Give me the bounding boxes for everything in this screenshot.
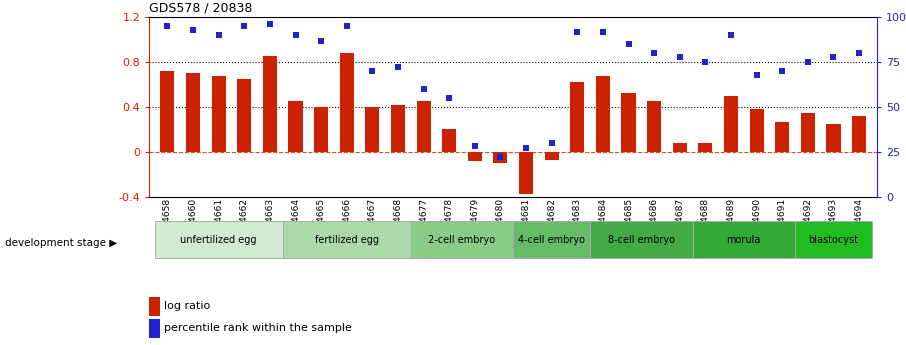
Text: blastocyst: blastocyst	[808, 235, 859, 245]
Point	[852, 50, 866, 56]
Point	[775, 68, 789, 74]
Point	[699, 59, 713, 65]
Point	[186, 27, 200, 32]
Text: 4-cell embryo: 4-cell embryo	[518, 235, 585, 245]
Bar	[749, 109, 764, 152]
Point	[288, 32, 303, 38]
Bar	[442, 129, 457, 152]
Point	[647, 50, 661, 56]
Bar	[155, 221, 283, 258]
Bar	[590, 221, 692, 258]
Bar	[314, 107, 328, 152]
Bar	[570, 82, 584, 152]
Text: development stage ▶: development stage ▶	[5, 238, 117, 248]
Point	[211, 32, 226, 38]
Point	[622, 41, 636, 47]
Text: GDS578 / 20838: GDS578 / 20838	[149, 2, 253, 15]
Bar	[417, 101, 430, 152]
Bar	[795, 221, 872, 258]
Point	[826, 54, 841, 59]
Point	[442, 95, 457, 101]
Bar	[410, 221, 513, 258]
Point	[417, 86, 431, 92]
Point	[313, 38, 328, 43]
Bar	[724, 96, 738, 152]
Text: log ratio: log ratio	[164, 301, 210, 311]
Bar	[622, 93, 636, 152]
Point	[340, 23, 354, 29]
Bar	[160, 71, 175, 152]
Bar	[365, 107, 380, 152]
Bar	[801, 112, 814, 152]
Text: fertilized egg: fertilized egg	[314, 235, 379, 245]
Bar	[494, 152, 507, 163]
Bar	[288, 101, 303, 152]
Bar	[283, 221, 410, 258]
Bar	[692, 221, 795, 258]
Point	[545, 140, 559, 146]
Bar	[699, 143, 712, 152]
Bar	[390, 105, 405, 152]
Point	[595, 29, 610, 34]
Bar	[212, 76, 226, 152]
Text: 2-cell embryo: 2-cell embryo	[429, 235, 496, 245]
Bar	[596, 76, 610, 152]
Bar	[467, 152, 482, 161]
Point	[519, 146, 534, 151]
Bar	[237, 79, 251, 152]
Point	[724, 32, 738, 38]
Point	[263, 22, 277, 27]
Bar	[513, 221, 590, 258]
Point	[365, 68, 380, 74]
Bar	[647, 101, 661, 152]
Text: unfertilized egg: unfertilized egg	[180, 235, 257, 245]
Point	[237, 23, 252, 29]
Bar	[186, 73, 200, 152]
Point	[801, 59, 815, 65]
Bar	[673, 143, 687, 152]
Bar	[776, 121, 789, 152]
Point	[493, 155, 507, 160]
Bar	[340, 53, 353, 152]
Point	[390, 65, 405, 70]
Point	[570, 29, 584, 34]
Text: percentile rank within the sample: percentile rank within the sample	[164, 324, 352, 333]
Bar	[519, 152, 533, 195]
Text: 8-cell embryo: 8-cell embryo	[608, 235, 675, 245]
Point	[467, 144, 482, 149]
Text: morula: morula	[727, 235, 761, 245]
Bar	[852, 116, 866, 152]
Bar	[263, 57, 277, 152]
Bar	[545, 152, 559, 160]
Point	[749, 72, 764, 77]
Point	[672, 54, 687, 59]
Point	[160, 23, 175, 29]
Bar	[826, 124, 841, 152]
